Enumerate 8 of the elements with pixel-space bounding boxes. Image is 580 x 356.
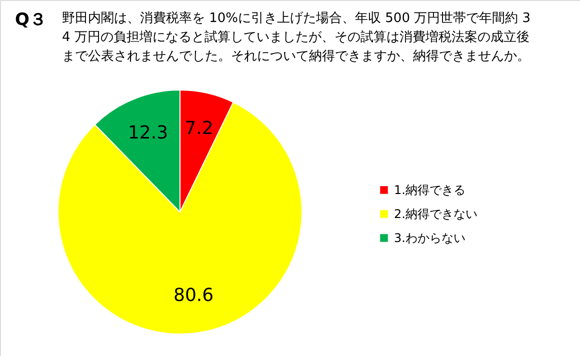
data-label: 7.2: [184, 118, 214, 140]
data-label: 80.6: [174, 284, 214, 306]
data-label: 12.3: [128, 122, 168, 144]
legend-label: 1.納得できる: [394, 183, 466, 197]
legend-label: 2.納得できない: [394, 207, 478, 221]
chart-title: Q３: [15, 10, 46, 30]
legend-label: 3.わからない: [394, 231, 466, 245]
chart-subtitle: 野田内閣は、消費税率を 10%に引き上げた場合、年収 500 万円世帯で年間約 34 万円の負担増になると試算していましたが、その試算は消費増税法案の成立後まで公表されませんでした。それについて納得できますか、納得できませんか。: [62, 10, 531, 64]
